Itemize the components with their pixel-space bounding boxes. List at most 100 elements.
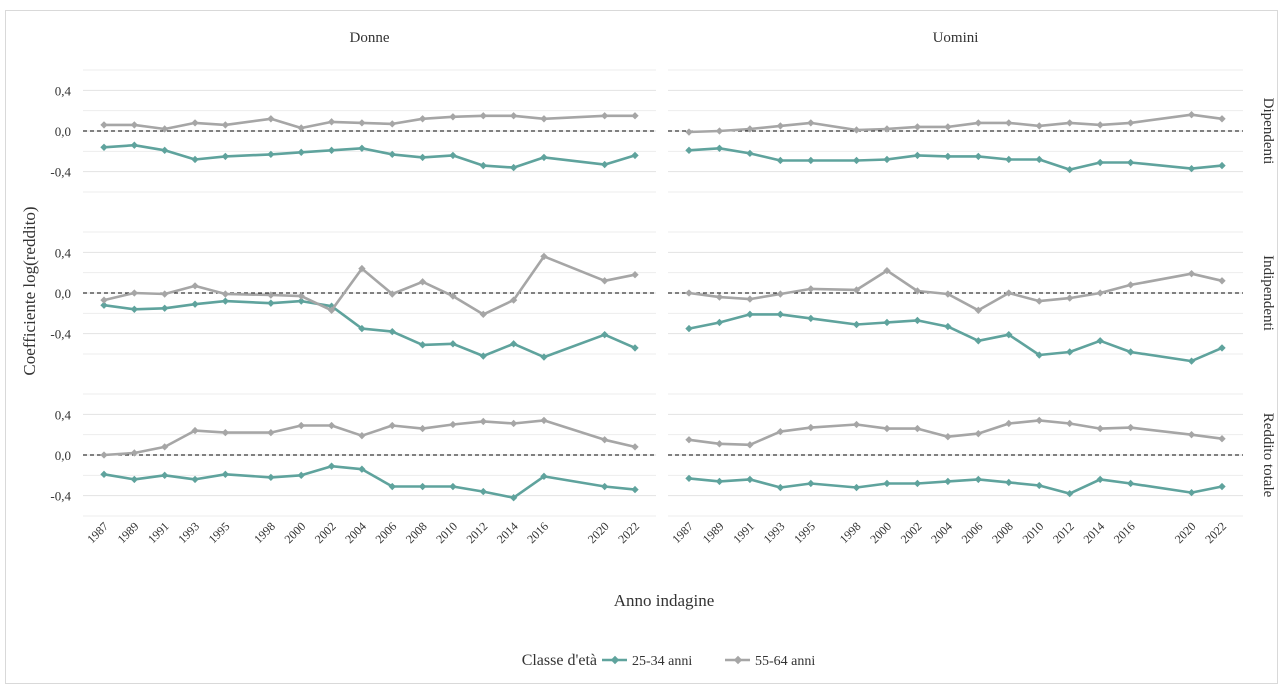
data-point: [327, 421, 336, 430]
data-point: [479, 487, 487, 496]
x-tick-label: 2016: [524, 519, 551, 546]
x-axis-title: Anno indagine: [614, 591, 715, 610]
data-point: [1005, 155, 1013, 164]
x-tick-label: 2010: [1020, 519, 1047, 546]
data-point: [974, 119, 983, 127]
data-point: [509, 296, 518, 304]
series-line-55-64-anni: [104, 114, 635, 131]
data-point: [685, 128, 693, 136]
data-point: [1005, 119, 1013, 127]
data-point: [746, 475, 754, 484]
data-point: [1187, 357, 1196, 365]
y-axis-title: Coefficiente log(reddito): [20, 206, 39, 375]
data-point: [221, 290, 230, 298]
data-point: [418, 341, 427, 349]
data-point: [852, 286, 861, 294]
data-point: [715, 477, 724, 486]
data-point: [540, 252, 548, 261]
data-point: [1035, 351, 1043, 359]
facet-row-title: Dipendenti: [1260, 98, 1276, 165]
data-point: [479, 112, 487, 120]
data-point: [479, 417, 487, 426]
data-point: [1187, 270, 1196, 278]
data-point: [191, 119, 199, 127]
data-point: [852, 420, 861, 429]
x-tick-label: 1991: [730, 519, 757, 546]
data-point: [913, 424, 922, 433]
data-point: [1187, 430, 1196, 439]
data-point: [1126, 348, 1135, 356]
data-point: [631, 344, 639, 352]
data-point: [479, 161, 487, 170]
data-point: [776, 290, 785, 298]
x-tick-label: 1993: [175, 519, 202, 546]
data-point: [776, 427, 785, 436]
x-tick-label: 2002: [898, 519, 925, 546]
series-line-25-34-anni: [103, 299, 636, 359]
data-point: [1066, 165, 1074, 174]
series-line-55-64-anni: [103, 419, 636, 457]
x-tick-label: 2014: [494, 519, 521, 546]
data-point: [130, 289, 139, 297]
data-point: [418, 424, 427, 433]
data-point: [358, 432, 366, 440]
data-point: [974, 337, 983, 345]
data-point: [852, 320, 861, 329]
data-point: [913, 316, 922, 325]
data-point: [746, 441, 754, 449]
data-point: [913, 123, 922, 131]
facet-row-title: Indipendenti: [1260, 255, 1276, 331]
data-point: [600, 112, 609, 120]
facet-row-title: Reddito totale: [1260, 413, 1276, 498]
series-line-55-64-anni: [688, 113, 1223, 134]
data-point: [631, 112, 639, 120]
x-tick-label: 1998: [251, 519, 278, 546]
data-point: [161, 471, 169, 480]
data-point: [100, 470, 108, 478]
data-point: [1066, 119, 1074, 127]
data-point: [600, 331, 609, 339]
data-point: [944, 322, 952, 331]
data-point: [746, 149, 754, 158]
data-point: [161, 146, 169, 154]
x-tick-label: 2008: [403, 519, 430, 546]
data-point: [631, 271, 639, 279]
data-point: [221, 428, 230, 437]
x-tick-label: 2010: [433, 519, 460, 546]
data-point: [776, 122, 785, 130]
data-point: [191, 426, 199, 435]
data-point: [297, 471, 305, 480]
data-point: [1005, 478, 1013, 487]
x-tick-label: 2022: [1202, 519, 1229, 546]
data-point: [479, 310, 487, 319]
x-tick-label: 1998: [837, 519, 864, 546]
data-point: [715, 318, 724, 327]
x-tick-label: 1987: [84, 519, 111, 546]
data-point: [1218, 161, 1226, 170]
y-tick-label: 0,0: [55, 124, 71, 139]
data-point: [418, 153, 427, 162]
data-point: [1218, 277, 1226, 285]
data-point: [883, 125, 891, 133]
data-point: [807, 423, 815, 432]
data-point: [540, 353, 548, 361]
data-point: [100, 451, 108, 459]
data-point: [715, 440, 724, 448]
data-point: [685, 474, 693, 483]
x-tick-label: 2004: [342, 519, 369, 546]
data-point: [388, 482, 396, 491]
data-point: [130, 121, 139, 129]
data-point: [1096, 158, 1104, 167]
data-point: [944, 290, 952, 298]
data-point: [327, 146, 336, 154]
x-tick-label: 2016: [1111, 519, 1138, 546]
data-point: [297, 421, 305, 430]
data-point: [1035, 297, 1043, 305]
y-tick-label: 0,0: [55, 448, 71, 463]
x-tick-label: 2012: [1050, 519, 1077, 546]
data-point: [509, 494, 518, 502]
data-point: [631, 151, 639, 160]
x-tick-label: 1989: [700, 519, 727, 546]
data-point: [327, 118, 336, 126]
y-tick-label: 0,4: [55, 245, 72, 260]
